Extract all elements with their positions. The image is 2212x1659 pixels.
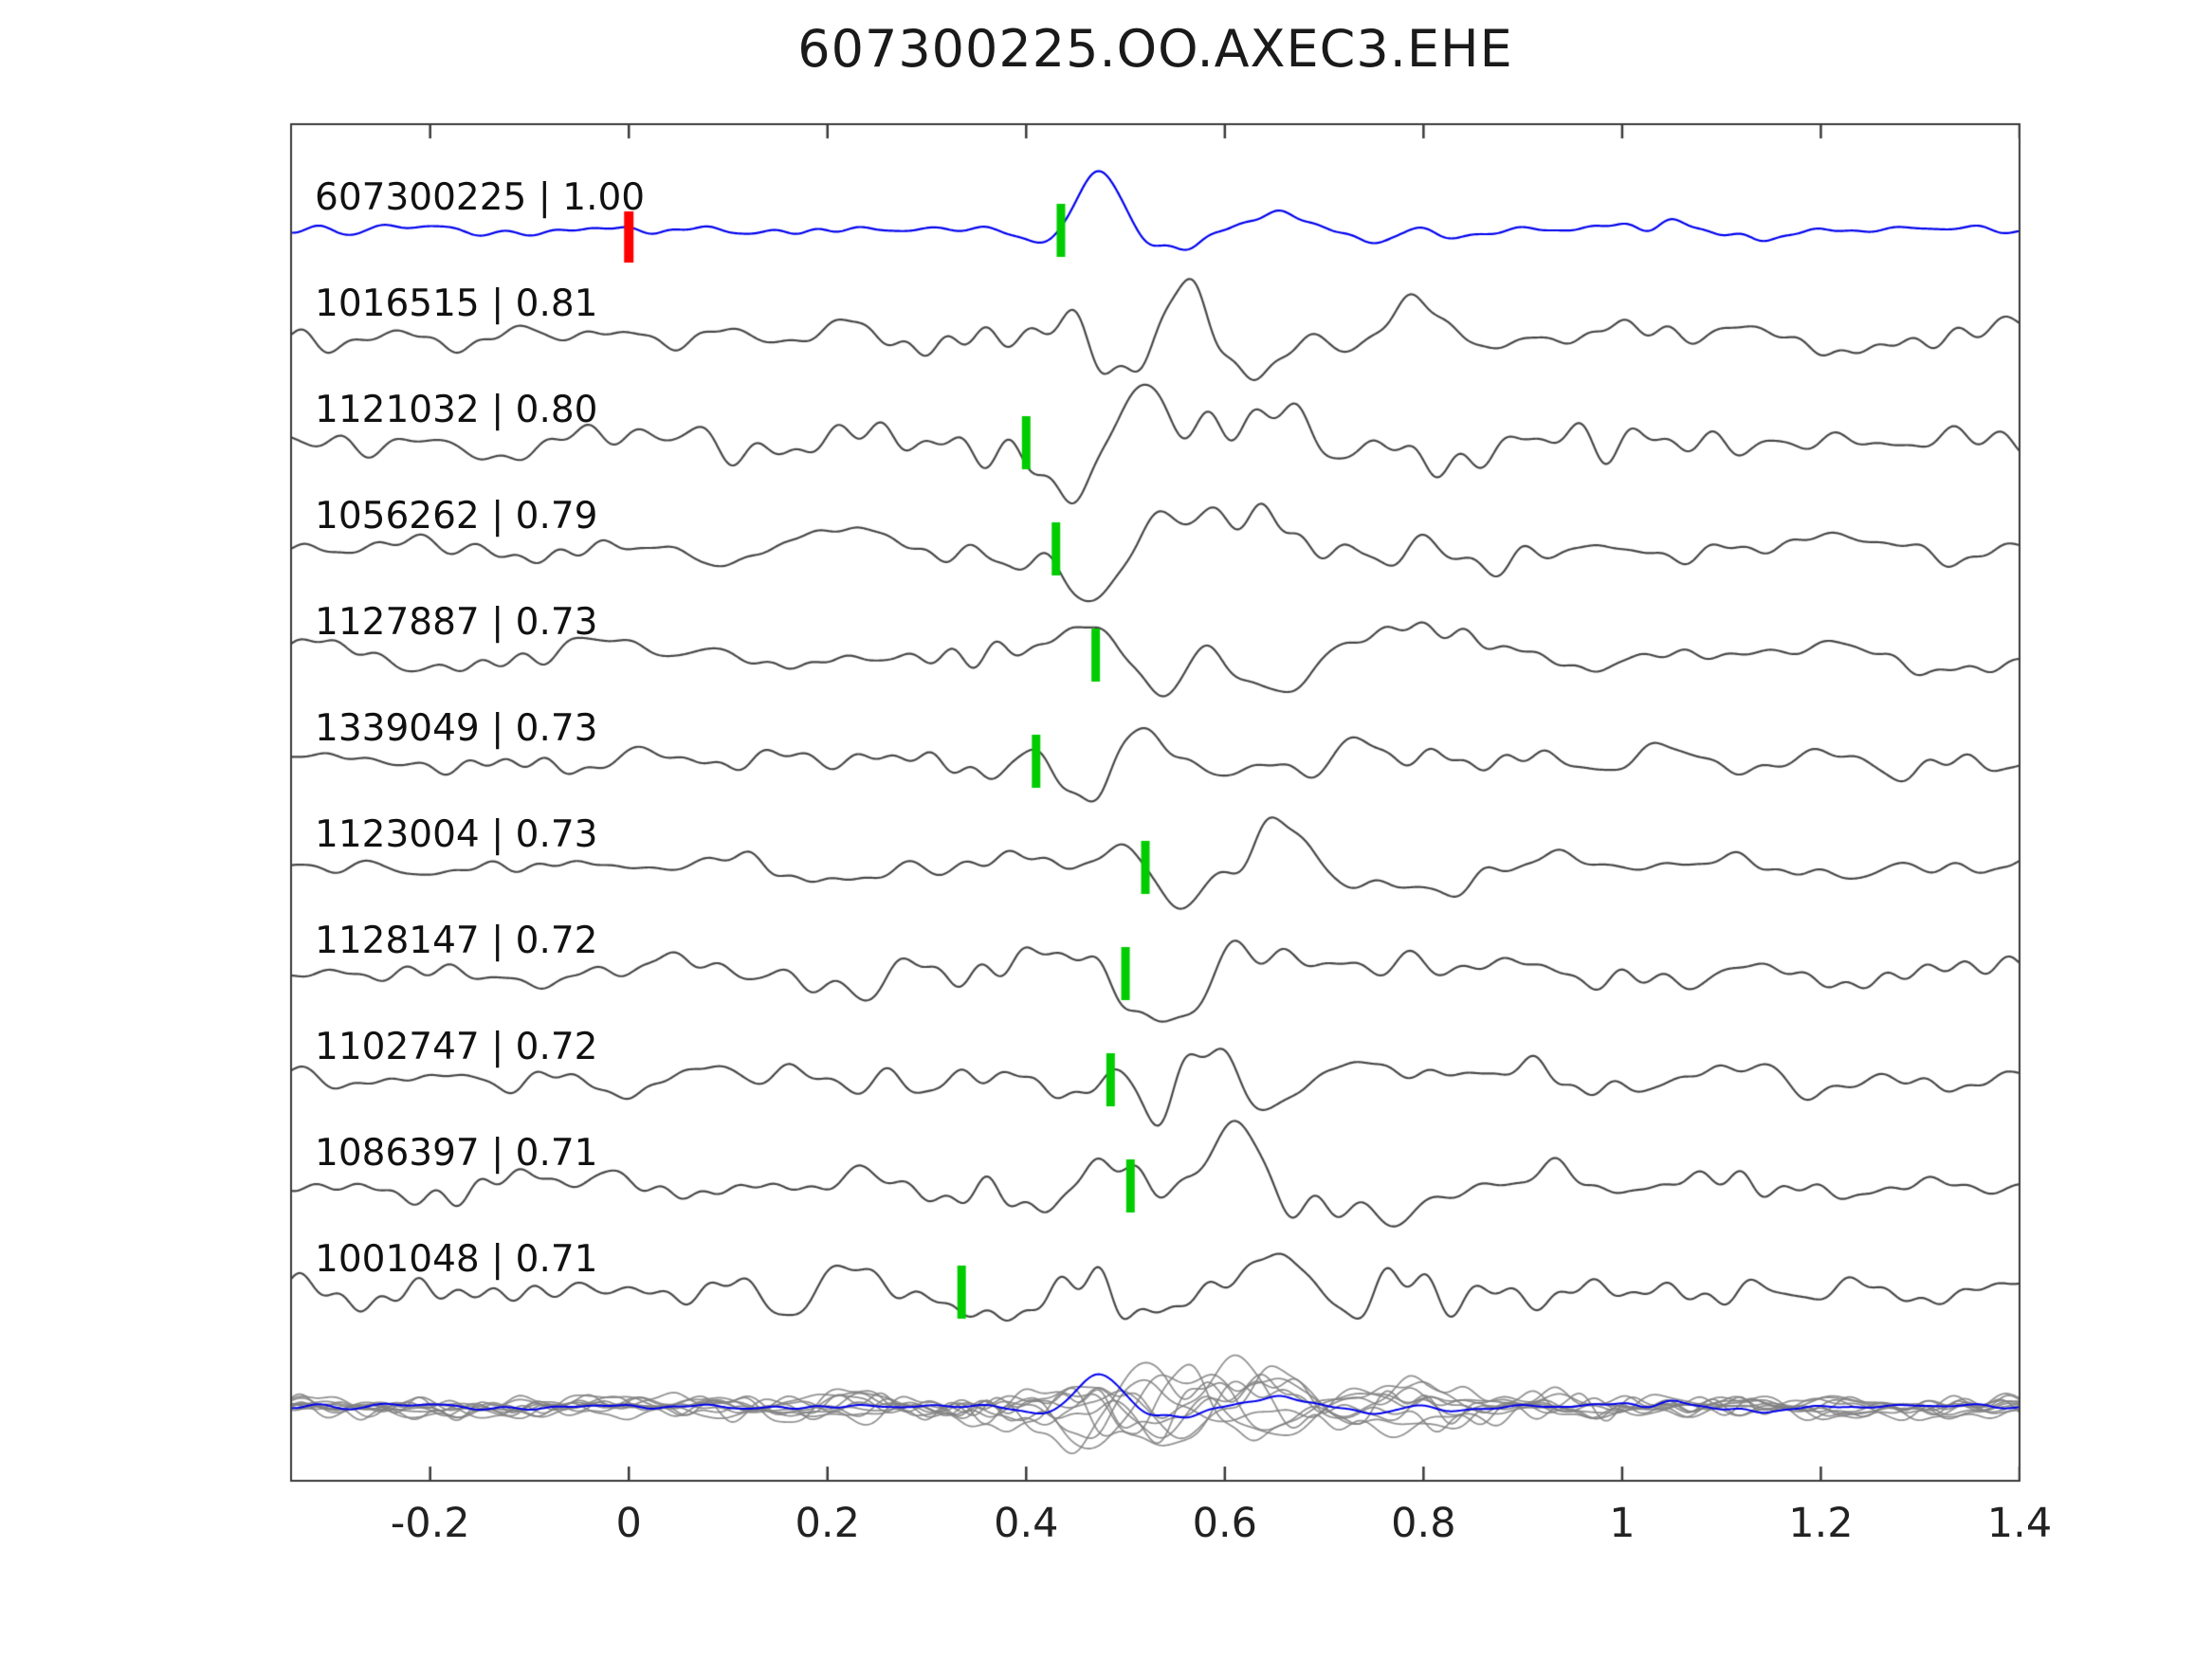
trace-label: 1016515 | 0.81 (315, 283, 598, 325)
trace-label: 1056262 | 0.79 (315, 495, 598, 538)
trace-label: 607300225 | 1.00 (315, 176, 646, 219)
trace-label: 1102747 | 0.72 (315, 1026, 598, 1068)
x-axis-tick-label: 0 (615, 1500, 642, 1547)
trace-label: 1001048 | 0.71 (315, 1238, 598, 1281)
x-axis-tick-label: 0.8 (1391, 1500, 1456, 1547)
trace-label: 1339049 | 0.73 (315, 707, 598, 750)
x-axis-tick-label: 1 (1609, 1500, 1636, 1547)
x-axis-tick-label: 1.4 (1986, 1500, 2053, 1547)
x-axis-tick-label: 0.2 (795, 1500, 860, 1547)
trace-label: 1128147 | 0.72 (315, 920, 598, 962)
x-axis-tick-label: -0.2 (390, 1500, 470, 1547)
x-axis-tick-label: 1.2 (1788, 1500, 1854, 1547)
trace-label: 1121032 | 0.80 (315, 389, 598, 431)
x-axis-tick-label: 0.6 (1192, 1500, 1258, 1547)
trace-label: 1127887 | 0.73 (315, 601, 598, 644)
trace-label: 1123004 | 0.73 (315, 813, 598, 856)
trace-label: 1086397 | 0.71 (315, 1132, 598, 1175)
x-axis-tick-label: 0.4 (994, 1500, 1059, 1547)
